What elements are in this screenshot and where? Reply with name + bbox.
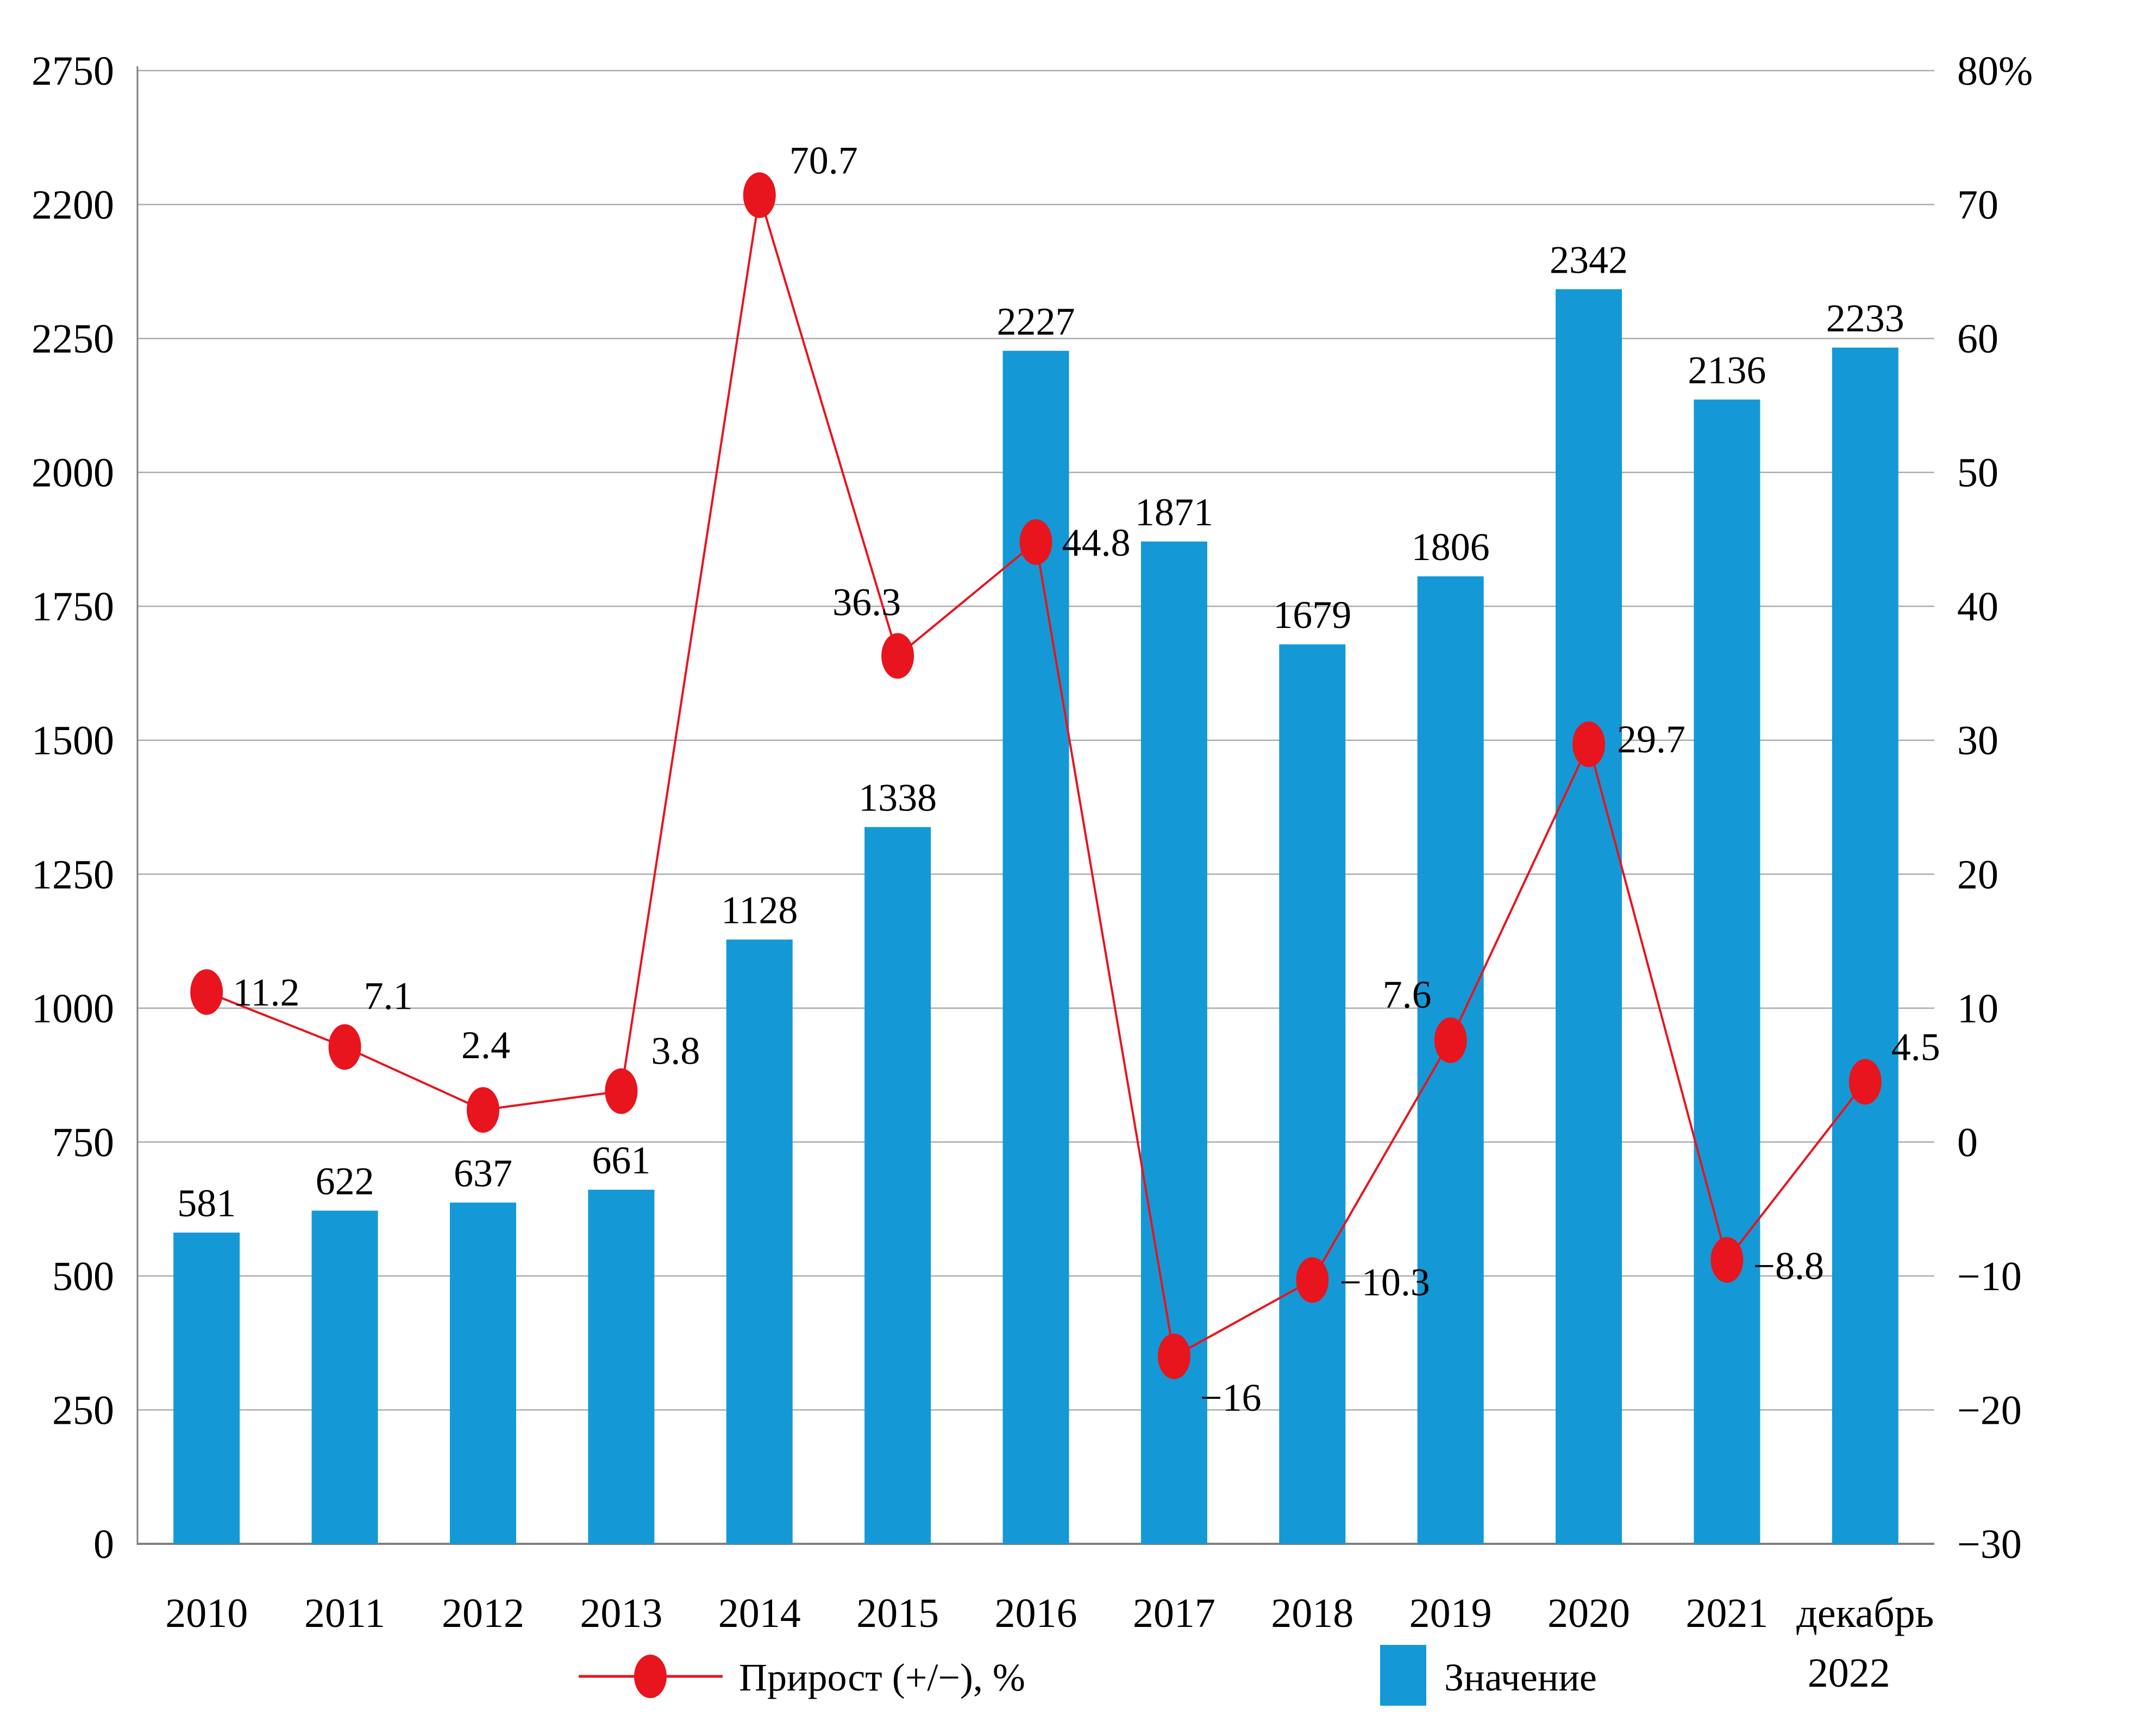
right-axis-tick-label: −10 [1957,1254,2022,1299]
growth-point-2017 [1157,1333,1190,1379]
growth-value-label: 29.7 [1617,718,1685,761]
bar-value-label: 1679 [1273,593,1351,637]
growth-point-2015 [881,633,914,679]
bar-value-label: 581 [177,1181,236,1225]
left-axis-tick-label: 2000 [32,450,114,496]
x-axis-label: 2012 [442,1591,524,1636]
x-axis-label: 2018 [1271,1591,1353,1636]
bar-декабрь 2022 [1832,347,1898,1544]
right-axis-tick-label: 40 [1957,584,1998,630]
growth-point-2013 [605,1068,638,1114]
bar-value-label: 661 [592,1139,650,1182]
x-axis-label-line2: 2022 [1808,1650,1890,1696]
growth-value-label: 11.2 [233,971,299,1014]
left-axis-tick-label: 1750 [32,584,114,630]
growth-point-2018 [1296,1257,1329,1303]
left-axis-tick-label: 0 [93,1522,114,1567]
left-axis-tick-label: 1500 [32,718,114,764]
growth-value-label: 7.1 [364,974,413,1017]
growth-point-2011 [328,1024,361,1070]
bar-2015 [864,827,931,1544]
right-axis-tick-label: 10 [1957,986,1998,1032]
growth-value-label: 70.7 [789,139,858,182]
right-axis-tick-label: −30 [1957,1522,2022,1567]
growth-value-label: −10.3 [1339,1260,1430,1304]
x-axis-label: 2011 [304,1591,385,1636]
bar-2011 [311,1210,378,1544]
x-axis-label: 2010 [165,1591,248,1636]
right-axis-tick-label: 20 [1957,852,1998,897]
growth-point-2019 [1434,1017,1467,1063]
growth-value-label: −16 [1200,1376,1262,1419]
growth-point-2010 [190,969,223,1015]
legend-value-label: Значение [1444,1656,1597,1699]
bar-value-label: 1806 [1412,525,1490,569]
right-axis-tick-label: 0 [1957,1120,1978,1165]
left-axis-tick-label: 250 [52,1387,114,1433]
right-axis-tick-label: 50 [1957,450,1998,496]
growth-value-label: 36.3 [832,580,901,624]
x-axis-label: 2021 [1685,1591,1768,1636]
right-axis-tick-label: −20 [1957,1387,2022,1433]
bar-2012 [449,1202,516,1544]
growth-point-2021 [1710,1237,1744,1283]
x-axis-label: 2017 [1133,1591,1215,1636]
bar-value-label: 2342 [1550,238,1628,281]
bar-value-label: 2233 [1826,297,1904,340]
bar-value-label: 622 [316,1160,374,1203]
left-axis-tick-label: 2250 [32,316,114,362]
growth-value-label: 3.8 [651,1029,700,1073]
left-axis-tick-label: 2200 [32,183,114,228]
x-axis-label: 2013 [580,1591,662,1636]
x-axis-label: 2014 [718,1591,801,1636]
growth-value-label: −8.8 [1753,1244,1824,1287]
growth-point-2016 [1019,519,1052,565]
bar-2017 [1140,541,1207,1544]
growth-point-декабрь 2022 [1848,1059,1882,1105]
bar-2020 [1556,289,1622,1544]
bar-value-label: 2136 [1688,349,1766,392]
right-axis-tick-label: 30 [1957,718,1998,764]
x-axis-label: 2015 [856,1591,939,1636]
right-axis-tick-label: 60 [1957,316,1998,362]
bar-value-label: 2227 [997,300,1075,343]
x-axis-label: декабрь [1796,1591,1934,1636]
left-axis-tick-label: 2750 [32,48,114,94]
left-axis-tick-label: 750 [52,1120,114,1165]
growth-point-2014 [743,172,776,218]
bar-value-label: 1128 [721,889,798,932]
bar-2010 [173,1233,240,1544]
bar-value-label: 637 [454,1152,512,1195]
bar-value-label: 1871 [1135,491,1213,534]
bar-2014 [726,939,793,1544]
bar-value-label: 1338 [858,776,937,819]
growth-value-label: 44.8 [1062,521,1131,564]
x-axis-label: 2016 [995,1591,1077,1636]
x-axis-label: 2019 [1409,1591,1492,1636]
left-axis-tick-label: 1250 [32,852,114,897]
growth-value-label: 4.5 [1891,1025,1940,1069]
right-axis-tick-label: 70 [1957,183,1998,228]
left-axis-tick-label: 500 [52,1254,114,1299]
growth-point-2020 [1572,721,1606,768]
x-axis-label: 2020 [1547,1591,1630,1636]
bar-2013 [588,1190,655,1544]
bar-2021 [1694,399,1760,1544]
legend-value-swatch-icon [1380,1645,1426,1706]
growth-value-label: 2.4 [461,1023,510,1067]
legend-growth-label: Прирост (+/−), % [739,1656,1025,1699]
left-axis-tick-label: 1000 [32,986,114,1032]
bar-2018 [1279,644,1346,1544]
legend-growth-dot-icon [634,1655,667,1698]
right-axis-tick-label: 80% [1957,48,2033,94]
growth-point-2012 [466,1087,499,1133]
growth-value-label: 7.6 [1383,973,1432,1016]
